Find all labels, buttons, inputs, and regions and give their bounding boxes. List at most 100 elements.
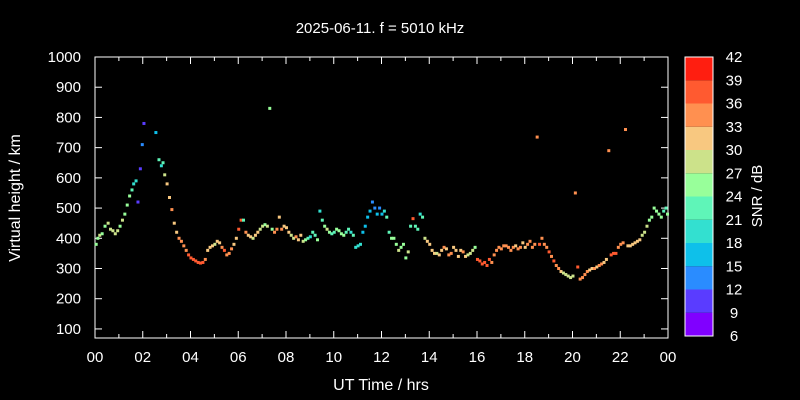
data-point	[194, 259, 198, 263]
data-point	[318, 209, 322, 213]
data-point	[535, 135, 539, 139]
data-point	[172, 221, 176, 225]
data-point	[246, 233, 250, 237]
data-point	[480, 262, 484, 266]
data-point	[466, 253, 470, 257]
data-point	[294, 235, 298, 239]
data-point	[549, 254, 553, 258]
data-point	[425, 239, 429, 243]
data-point	[454, 248, 458, 252]
data-point	[581, 276, 585, 280]
data-point	[292, 236, 296, 240]
data-point	[433, 251, 437, 255]
data-point	[184, 248, 188, 252]
data-point	[284, 226, 288, 230]
data-point	[604, 257, 608, 261]
data-point	[528, 239, 532, 243]
data-point	[459, 248, 463, 252]
data-point	[116, 229, 120, 233]
data-point	[533, 242, 537, 246]
data-point	[244, 230, 248, 234]
data-point	[504, 244, 508, 248]
data-point	[616, 245, 620, 249]
data-point	[142, 121, 146, 125]
data-point	[645, 224, 649, 228]
colorbar-band	[685, 219, 713, 243]
data-point	[366, 215, 370, 219]
x-tick-label: 04	[182, 349, 199, 366]
data-point	[595, 265, 599, 269]
data-point	[225, 253, 229, 257]
data-point	[478, 259, 482, 263]
data-point	[161, 161, 165, 165]
y-tick-label: 600	[56, 170, 81, 187]
data-point	[590, 267, 594, 271]
x-tick-label: 00	[660, 349, 677, 366]
data-point	[301, 239, 305, 243]
data-point	[490, 260, 494, 264]
data-point	[638, 238, 642, 242]
data-point	[538, 242, 542, 246]
data-point	[526, 242, 530, 246]
data-point	[351, 233, 355, 237]
x-tick-label: 20	[564, 349, 581, 366]
data-point	[263, 223, 267, 227]
data-point	[251, 236, 255, 240]
data-point	[358, 242, 362, 246]
data-point	[375, 212, 379, 216]
y-axis: 100 200 300 400 500 600 700 800 900 1000	[48, 49, 668, 338]
data-point	[487, 257, 491, 261]
data-point	[125, 203, 129, 207]
data-point	[559, 270, 563, 274]
data-point	[626, 244, 630, 248]
data-point	[492, 253, 496, 257]
data-point	[406, 250, 410, 254]
data-point	[540, 236, 544, 240]
data-point	[256, 230, 260, 234]
data-point	[368, 209, 372, 213]
chart-title: 2025-06-11. f = 5010 kHz	[296, 20, 465, 37]
data-point	[311, 230, 315, 234]
data-point	[631, 242, 635, 246]
y-tick-label: 400	[56, 230, 81, 247]
data-point	[210, 244, 214, 248]
data-point	[452, 245, 456, 249]
x-tick-label: 00	[87, 349, 104, 366]
data-point	[103, 224, 107, 228]
data-point	[511, 245, 515, 249]
data-point	[165, 182, 169, 186]
data-point	[401, 242, 405, 246]
data-point	[666, 212, 670, 216]
data-point	[120, 218, 124, 222]
data-point	[163, 173, 167, 177]
data-point	[387, 230, 391, 234]
data-point	[440, 248, 444, 252]
colorbar-tick-label: 12	[726, 282, 743, 299]
data-point	[564, 273, 568, 277]
data-point	[573, 191, 577, 195]
colorbar-ticks: 6 9 12 15 18 21 24 27 30 33 36 39 42	[726, 49, 743, 345]
data-point	[378, 206, 382, 210]
colorbar-band	[685, 266, 713, 290]
x-tick-label: 14	[421, 349, 438, 366]
data-point	[600, 262, 604, 266]
data-point	[265, 224, 269, 228]
data-point	[222, 248, 226, 252]
data-point	[100, 232, 104, 236]
data-point	[109, 227, 113, 231]
data-point	[509, 248, 513, 252]
data-point	[659, 215, 663, 219]
data-point	[159, 164, 163, 168]
data-point	[612, 251, 616, 255]
colorbar-band	[685, 103, 713, 127]
data-point	[456, 254, 460, 258]
data-point	[277, 215, 281, 219]
data-point	[547, 250, 551, 254]
data-point	[621, 241, 625, 245]
data-point	[242, 218, 246, 222]
data-point	[98, 233, 102, 237]
data-point	[206, 248, 210, 252]
colorbar-band	[685, 173, 713, 197]
y-tick-label: 200	[56, 291, 81, 308]
